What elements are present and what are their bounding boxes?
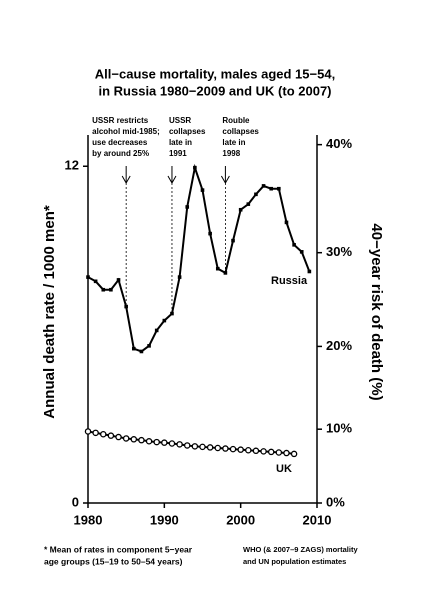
point <box>138 436 145 444</box>
point <box>162 318 167 323</box>
annotation-text: by around 25% <box>92 149 149 158</box>
point <box>185 205 190 209</box>
point <box>86 275 90 279</box>
point <box>277 186 281 191</box>
point <box>222 445 229 452</box>
series-label: Russia <box>271 275 308 287</box>
point <box>132 346 136 351</box>
point <box>109 287 113 292</box>
x-tick-label: 2000 <box>226 512 255 527</box>
point <box>199 443 206 451</box>
series-label: UK <box>276 463 292 475</box>
x-tick-label: 2010 <box>303 512 332 527</box>
y2-tick-label: 0% <box>326 494 345 509</box>
point <box>299 250 304 254</box>
y2-axis-label: 40−year risk of death (%) <box>368 223 385 400</box>
point <box>84 428 92 435</box>
point <box>147 344 151 348</box>
chart-title: All−cause mortality, males aged 15−54, <box>95 66 335 81</box>
x-tick-label: 1990 <box>150 512 179 527</box>
y2-tick-label: 30% <box>326 244 352 259</box>
point <box>93 279 98 284</box>
point <box>246 202 251 206</box>
point <box>215 266 220 271</box>
annotation-text: alcohol mid-1985; <box>92 127 160 136</box>
footnote: age groups (15–19 to 50–54 years) <box>44 556 183 566</box>
point <box>223 271 228 275</box>
point <box>176 441 183 448</box>
point <box>200 188 205 192</box>
annotation-text: use decreases <box>92 138 148 147</box>
annotation-text: collapses <box>169 127 206 136</box>
y2-tick-label: 10% <box>326 421 352 436</box>
annotation-text: collapses <box>222 127 259 136</box>
point <box>290 450 298 458</box>
point <box>154 328 159 333</box>
point <box>130 436 138 443</box>
point <box>124 304 128 309</box>
point <box>107 432 115 439</box>
point <box>231 238 235 243</box>
point <box>116 278 121 282</box>
point <box>183 442 191 449</box>
point <box>307 269 312 274</box>
chart-title: in Russia 1980−2009 and UK (to 2007) <box>98 83 331 98</box>
point <box>237 446 244 453</box>
x-tick-label: 1980 <box>74 512 103 527</box>
y-axis-label: Annual death rate / 1000 men* <box>41 205 58 419</box>
point <box>193 165 197 170</box>
y-tick-label: 12 <box>65 158 79 173</box>
point <box>153 438 160 446</box>
annotation-text: 1998 <box>222 149 240 158</box>
point <box>254 192 258 197</box>
y2-tick-label: 20% <box>326 338 352 353</box>
point <box>115 433 122 441</box>
point <box>161 439 168 446</box>
point <box>206 444 214 451</box>
point <box>252 447 260 455</box>
point <box>267 448 275 456</box>
point <box>284 220 289 225</box>
y2-tick-label: 40% <box>326 136 352 151</box>
point <box>145 438 153 445</box>
series-line <box>87 163 311 353</box>
point <box>245 446 252 454</box>
point <box>283 449 290 457</box>
y-tick-label: 0 <box>72 494 79 509</box>
point <box>100 430 107 438</box>
point <box>191 443 199 450</box>
point <box>229 445 237 453</box>
annotation-text: late in <box>169 138 192 147</box>
point <box>269 186 273 191</box>
point <box>122 435 130 442</box>
footnote: WHO (& 2007–9 ZAGS) mortality <box>243 545 358 554</box>
point <box>92 429 99 437</box>
footnote: * Mean of rates in component 5−year <box>44 544 193 554</box>
point <box>101 287 106 292</box>
annotation-text: late in <box>222 138 245 147</box>
point <box>261 184 266 188</box>
annotation-text: 1991 <box>169 149 187 158</box>
point <box>214 444 222 452</box>
annotation-text: USSR restricts <box>92 116 149 125</box>
annotation-text: USSR <box>169 116 191 125</box>
point <box>292 243 296 247</box>
point <box>208 231 212 236</box>
point <box>177 275 182 279</box>
point <box>168 440 176 447</box>
footnote: and UN population estimates <box>243 557 346 566</box>
point <box>139 349 144 354</box>
point <box>275 449 283 456</box>
point <box>238 207 243 212</box>
series-line <box>87 430 295 455</box>
point <box>170 311 174 316</box>
point <box>260 448 267 455</box>
annotation-text: Rouble <box>222 116 250 125</box>
